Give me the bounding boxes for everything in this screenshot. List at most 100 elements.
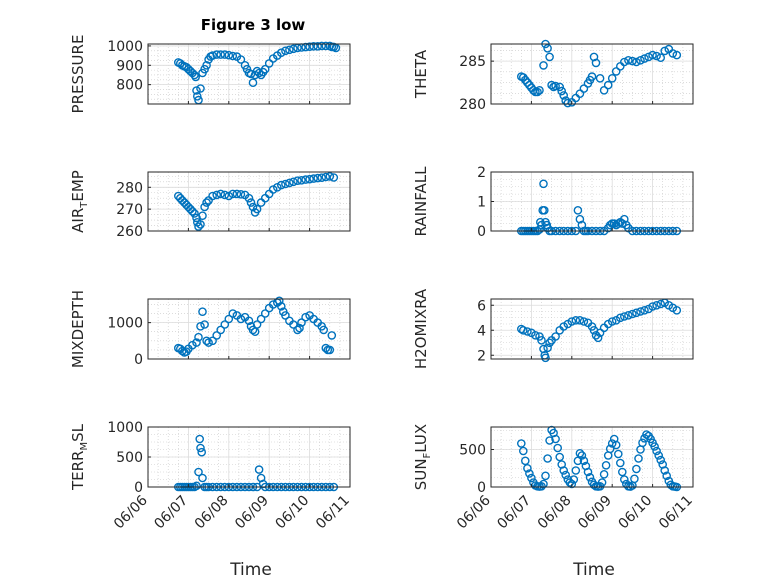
data-point xyxy=(636,56,645,65)
data-point xyxy=(220,190,230,200)
data-point xyxy=(305,174,314,184)
data-point xyxy=(297,175,306,185)
data-point xyxy=(632,57,641,67)
x-tick-label: 06/08 xyxy=(535,493,575,533)
x-tick-label: 06/10 xyxy=(273,493,313,533)
data-point xyxy=(611,67,621,76)
data-point xyxy=(317,173,327,182)
subplot-7: 0 500 1000 TERRMSL 06/06 06/07 06/08 06/09 06/10… xyxy=(69,420,353,532)
series-markers xyxy=(173,296,337,357)
data-point xyxy=(190,70,199,80)
data-point xyxy=(561,470,571,480)
data-point xyxy=(191,72,200,82)
x-tick-label: 06/06 xyxy=(454,492,494,532)
subplot-1: 800 900 1000 PRESSURE xyxy=(69,35,351,113)
data-point xyxy=(220,50,230,59)
data-point xyxy=(281,311,290,320)
data-point xyxy=(329,173,339,182)
data-point xyxy=(654,451,664,460)
data-point xyxy=(601,460,611,470)
data-point xyxy=(628,309,637,319)
data-point xyxy=(648,50,657,60)
data-point xyxy=(656,53,666,63)
data-point xyxy=(204,338,213,347)
data-point xyxy=(616,313,625,323)
data-point xyxy=(276,180,286,190)
data-point xyxy=(194,467,203,477)
subplot-3: 260 270 280 AIRTEMP xyxy=(69,170,351,240)
y-tick-label: 6 xyxy=(477,298,486,314)
data-point xyxy=(202,61,211,70)
x-tick-label: 06/08 xyxy=(192,493,232,533)
y-tick-label: 2 xyxy=(477,165,486,181)
data-point xyxy=(529,86,538,95)
data-point xyxy=(616,62,625,71)
data-point xyxy=(599,469,609,479)
y-tick-label: 800 xyxy=(116,78,143,94)
y-tick-label: 1000 xyxy=(107,39,143,55)
data-point xyxy=(517,439,526,448)
data-point xyxy=(652,446,661,456)
data-point xyxy=(533,87,542,97)
data-point xyxy=(519,325,528,335)
data-point xyxy=(228,309,238,318)
data-point xyxy=(577,220,587,230)
data-point xyxy=(208,336,217,346)
subplot-5: 0 1000 MIXDEPTH xyxy=(69,290,351,368)
data-point xyxy=(188,206,197,216)
data-point xyxy=(537,481,546,491)
data-point xyxy=(281,46,290,56)
data-point xyxy=(547,80,556,90)
data-point xyxy=(297,318,306,327)
y-tick-label: 0 xyxy=(134,480,143,496)
data-point xyxy=(551,81,560,91)
y-tick-label: 280 xyxy=(116,180,143,196)
y-tick-label: 1000 xyxy=(107,420,143,436)
data-point xyxy=(607,317,617,326)
data-point xyxy=(630,474,639,484)
data-point xyxy=(313,173,323,183)
data-point xyxy=(573,205,583,215)
data-point xyxy=(545,436,554,445)
data-point xyxy=(605,220,615,230)
data-point xyxy=(567,479,577,489)
data-point xyxy=(295,323,304,333)
subplot-2: 280 285 THETA xyxy=(412,39,694,113)
data-point xyxy=(672,50,682,60)
data-point xyxy=(301,175,310,184)
data-point xyxy=(656,299,666,309)
data-point xyxy=(555,452,565,462)
y-tick-label: 0 xyxy=(134,352,143,368)
data-point xyxy=(260,309,270,318)
data-point xyxy=(289,320,298,329)
data-point xyxy=(595,74,605,83)
x-tick-label: 06/09 xyxy=(575,493,615,533)
y-tick-label: 0 xyxy=(477,224,486,240)
data-point xyxy=(557,86,567,96)
data-point xyxy=(616,458,625,468)
data-point xyxy=(535,86,544,95)
data-point xyxy=(246,198,256,207)
data-point xyxy=(587,72,597,81)
data-point xyxy=(194,222,203,231)
data-point xyxy=(525,469,534,478)
data-point xyxy=(579,317,589,326)
data-point xyxy=(609,219,619,228)
data-point xyxy=(539,61,548,70)
data-point xyxy=(216,189,225,199)
subplot-6: 2 4 6 H2OMIXRA xyxy=(412,288,694,369)
y-axis-label: TERRMSL xyxy=(69,423,90,491)
data-point xyxy=(195,434,204,444)
data-point xyxy=(575,315,585,325)
x-tick-label: 06/07 xyxy=(151,493,191,533)
data-point xyxy=(634,454,643,463)
data-point xyxy=(293,176,302,185)
data-point xyxy=(252,204,262,214)
x-tick-label: 06/10 xyxy=(616,493,656,533)
series-markers xyxy=(517,179,682,236)
x-tick-label: 06/11 xyxy=(313,493,353,533)
y-axis-label: MIXDEPTH xyxy=(69,290,87,368)
data-point xyxy=(605,444,615,454)
data-point xyxy=(618,219,627,228)
data-point xyxy=(289,44,298,54)
